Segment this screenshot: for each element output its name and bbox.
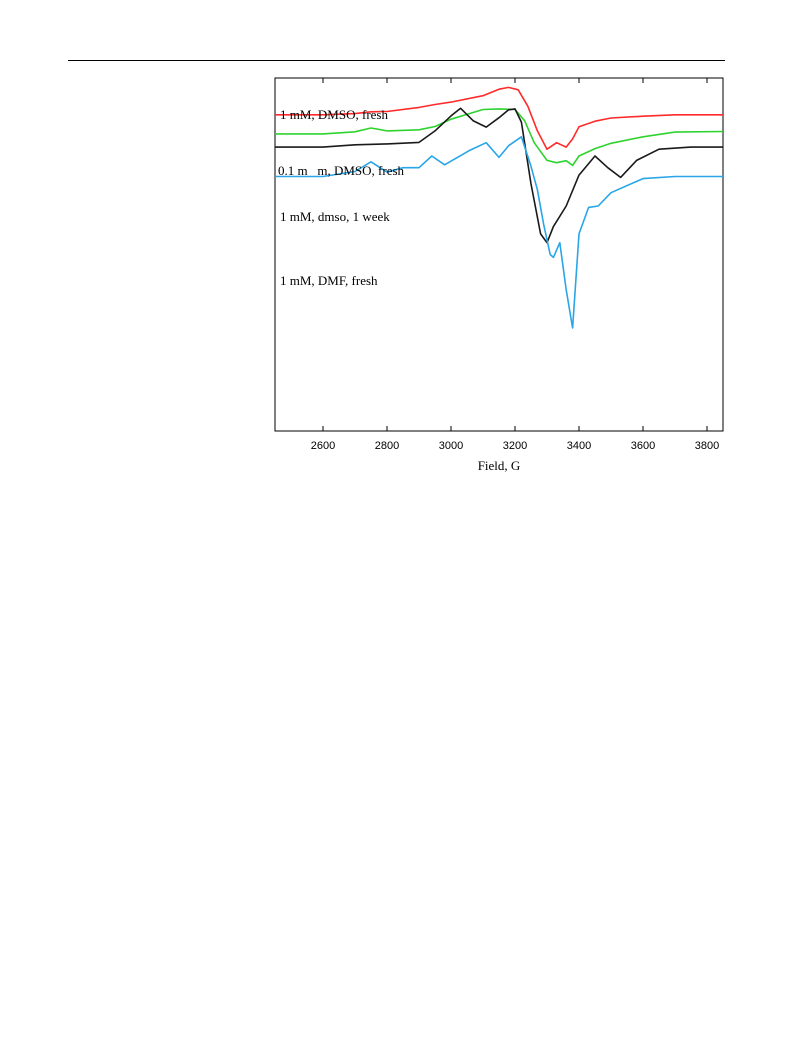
series-line-3: [275, 107, 723, 244]
x-axis-ticks: 2600 2800 3000 3200 3400 3600 3800: [311, 78, 719, 452]
series-label-3: 1 mM, dmso, 1 week: [280, 209, 390, 224]
series-label-1: 1 mM, DMSO, fresh: [280, 107, 388, 122]
series-line-1: [275, 86, 723, 150]
x-tick-label: 3800: [695, 440, 719, 452]
series-line-2: [275, 108, 724, 167]
page-header-rule: [68, 60, 725, 61]
x-tick-label: 3600: [631, 440, 655, 452]
x-tick-label: 2600: [311, 440, 335, 452]
series-line-4: [275, 136, 723, 329]
x-tick-label: 3400: [567, 440, 591, 452]
x-axis-title: Field, G: [478, 458, 521, 473]
series-label-4: 1 mM, DMF, fresh: [280, 273, 378, 288]
plot-frame: [274, 77, 724, 432]
series-labels: 1 mM, DMSO, fresh 0.1 m m, DMSO, fresh 1 m…: [278, 107, 405, 288]
x-tick-label: 3200: [503, 440, 527, 452]
x-tick-label: 3000: [439, 440, 463, 452]
series-label-2: 0.1 m m, DMSO, fresh: [278, 163, 405, 178]
x-tick-label: 2800: [375, 440, 399, 452]
series-group: [275, 86, 724, 329]
